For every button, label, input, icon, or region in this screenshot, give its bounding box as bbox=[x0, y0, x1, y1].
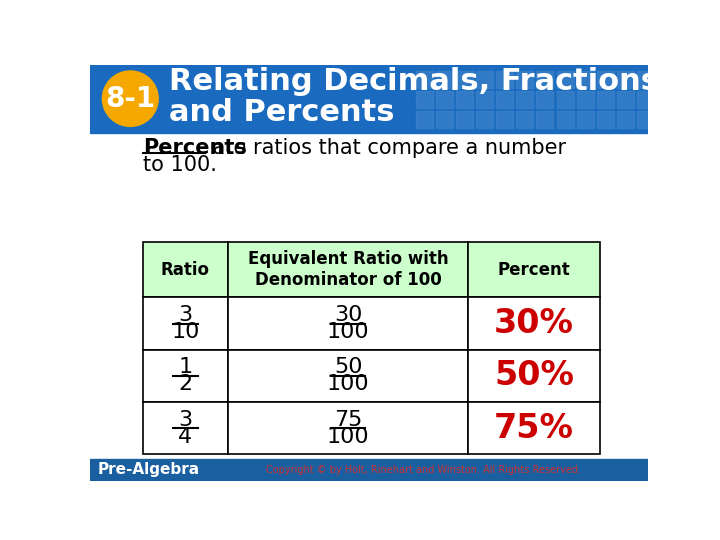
Bar bbox=[617, 91, 634, 108]
Text: 50%: 50% bbox=[494, 360, 574, 393]
Bar bbox=[143, 298, 228, 350]
Bar bbox=[536, 91, 554, 108]
Bar bbox=[577, 111, 594, 128]
Bar bbox=[456, 71, 473, 88]
Bar bbox=[637, 91, 654, 108]
Bar bbox=[468, 242, 600, 298]
Bar bbox=[456, 91, 473, 108]
Bar bbox=[657, 91, 675, 108]
Bar bbox=[577, 71, 594, 88]
Bar bbox=[436, 71, 453, 88]
Bar bbox=[637, 111, 654, 128]
Text: to 100.: to 100. bbox=[143, 155, 217, 175]
Bar bbox=[496, 71, 513, 88]
Bar bbox=[143, 242, 228, 298]
Bar bbox=[228, 350, 468, 402]
Bar bbox=[516, 91, 534, 108]
Bar bbox=[557, 71, 574, 88]
Text: Copyright © by Holt, Rinehart and Winston. All Rights Reserved.: Copyright © by Holt, Rinehart and Winsto… bbox=[266, 465, 581, 475]
Bar bbox=[617, 71, 634, 88]
Bar bbox=[468, 402, 600, 455]
Bar bbox=[577, 91, 594, 108]
Bar bbox=[143, 350, 228, 402]
Circle shape bbox=[102, 71, 158, 126]
Bar bbox=[536, 111, 554, 128]
Text: 100: 100 bbox=[327, 374, 369, 394]
Text: 100: 100 bbox=[327, 427, 369, 447]
Text: 30%: 30% bbox=[494, 307, 574, 340]
Bar bbox=[678, 71, 695, 88]
Text: 75: 75 bbox=[334, 410, 362, 430]
Bar bbox=[415, 91, 433, 108]
Bar bbox=[415, 111, 433, 128]
Bar bbox=[678, 111, 695, 128]
Bar bbox=[496, 91, 513, 108]
Bar bbox=[476, 91, 493, 108]
Bar bbox=[90, 459, 648, 481]
Bar bbox=[597, 111, 614, 128]
Bar bbox=[436, 111, 453, 128]
Bar bbox=[557, 91, 574, 108]
Bar bbox=[637, 71, 654, 88]
Bar bbox=[516, 111, 534, 128]
Text: Pre-Algebra: Pre-Algebra bbox=[98, 462, 200, 477]
Bar bbox=[468, 298, 600, 350]
Bar bbox=[436, 91, 453, 108]
Text: Relating Decimals, Fractions,: Relating Decimals, Fractions, bbox=[169, 68, 670, 96]
Bar bbox=[617, 111, 634, 128]
Text: Ratio: Ratio bbox=[161, 261, 210, 279]
Bar bbox=[476, 71, 493, 88]
Bar bbox=[516, 71, 534, 88]
Bar bbox=[597, 91, 614, 108]
Text: Percents: Percents bbox=[143, 138, 246, 158]
Bar bbox=[557, 111, 574, 128]
Bar bbox=[228, 402, 468, 455]
Bar bbox=[90, 65, 648, 132]
Text: 3: 3 bbox=[179, 410, 192, 430]
Text: 30: 30 bbox=[334, 305, 362, 325]
Bar bbox=[228, 242, 468, 298]
Bar bbox=[228, 298, 468, 350]
Text: 50: 50 bbox=[334, 357, 362, 377]
Bar bbox=[468, 350, 600, 402]
Text: 1: 1 bbox=[179, 357, 192, 377]
Bar bbox=[657, 111, 675, 128]
Text: 2: 2 bbox=[179, 374, 192, 394]
Bar bbox=[657, 71, 675, 88]
Bar bbox=[678, 91, 695, 108]
Text: 8-1: 8-1 bbox=[105, 85, 156, 113]
Text: Percent: Percent bbox=[498, 261, 570, 279]
Bar bbox=[496, 111, 513, 128]
Text: 75%: 75% bbox=[494, 411, 574, 445]
Text: 4: 4 bbox=[179, 427, 192, 447]
Text: and Percents: and Percents bbox=[169, 98, 395, 127]
Text: 10: 10 bbox=[171, 322, 199, 342]
Bar bbox=[536, 71, 554, 88]
Text: Equivalent Ratio with
Denominator of 100: Equivalent Ratio with Denominator of 100 bbox=[248, 250, 449, 289]
Text: 3: 3 bbox=[179, 305, 192, 325]
Text: are ratios that compare a number: are ratios that compare a number bbox=[206, 138, 567, 158]
Bar bbox=[476, 111, 493, 128]
Bar bbox=[415, 71, 433, 88]
Bar bbox=[597, 71, 614, 88]
Bar bbox=[143, 402, 228, 455]
Text: 100: 100 bbox=[327, 322, 369, 342]
Bar bbox=[456, 111, 473, 128]
